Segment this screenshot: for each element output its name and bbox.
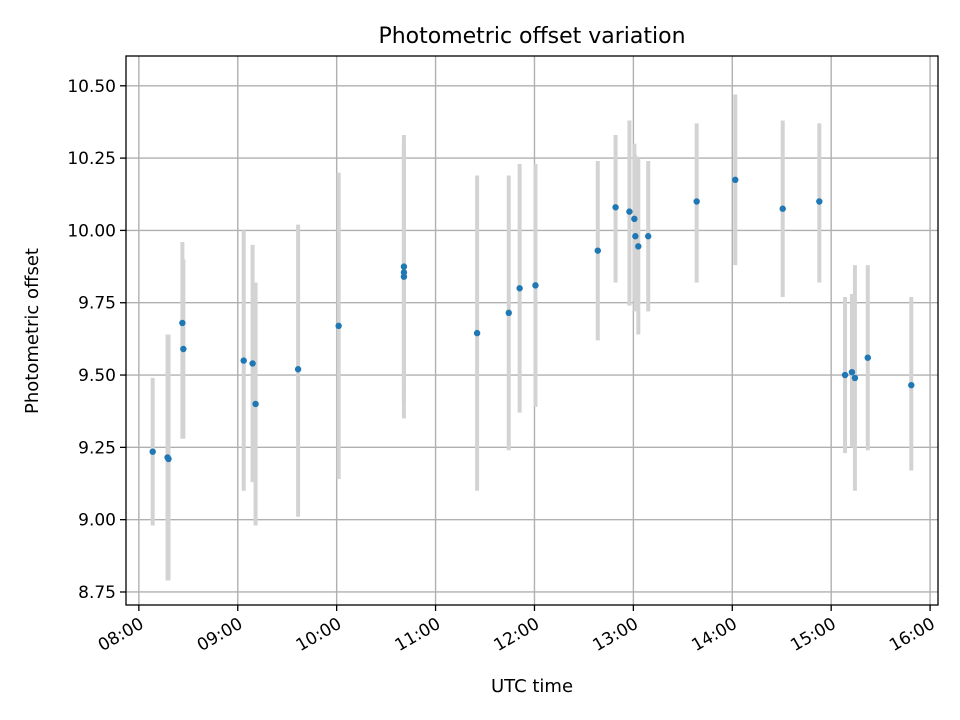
y-tick-label: 9.75 <box>78 294 116 314</box>
data-point <box>626 208 633 215</box>
y-tick-label: 10.00 <box>67 221 116 241</box>
data-point <box>848 368 856 376</box>
y-tick-label: 8.75 <box>78 583 116 603</box>
data-point <box>594 247 601 254</box>
data-point <box>473 329 481 337</box>
data-point <box>294 366 302 373</box>
data-point <box>165 455 172 463</box>
data-point <box>180 345 187 353</box>
data-point <box>841 371 849 379</box>
x-axis-label: UTC time <box>491 676 573 697</box>
data-point <box>693 198 700 205</box>
data-point <box>635 243 642 250</box>
data-point <box>851 374 859 382</box>
y-tick-label: 10.25 <box>67 149 116 169</box>
chart-title: Photometric offset variation <box>378 24 685 49</box>
data-point <box>779 205 786 212</box>
data-point <box>864 354 871 361</box>
y-tick-label: 10.50 <box>67 77 116 97</box>
data-point <box>732 176 739 183</box>
data-point <box>149 448 156 455</box>
data-point <box>240 357 247 364</box>
y-tick-label: 9.50 <box>78 366 116 386</box>
data-point <box>816 198 823 205</box>
data-point <box>249 360 256 367</box>
data-point <box>631 215 638 223</box>
data-point <box>252 400 259 408</box>
data-point <box>335 322 342 330</box>
data-points <box>149 176 915 463</box>
data-point <box>632 233 639 240</box>
data-point <box>400 263 408 270</box>
data-point <box>505 309 512 317</box>
y-tick-label: 9.00 <box>78 511 116 531</box>
y-axis-label: Photometric offset <box>22 248 43 414</box>
data-point <box>400 273 408 280</box>
data-point <box>908 381 915 389</box>
plot-frame <box>125 55 939 606</box>
data-point <box>532 282 539 289</box>
y-axis-ticks: 8.75 9.00 9.25 9.50 9.75 10.00 10.25 10.50 <box>67 77 126 603</box>
data-point <box>645 233 652 240</box>
data-point <box>179 319 186 327</box>
data-point <box>612 204 619 211</box>
data-point <box>516 285 523 292</box>
y-tick-label: 9.25 <box>78 438 116 458</box>
